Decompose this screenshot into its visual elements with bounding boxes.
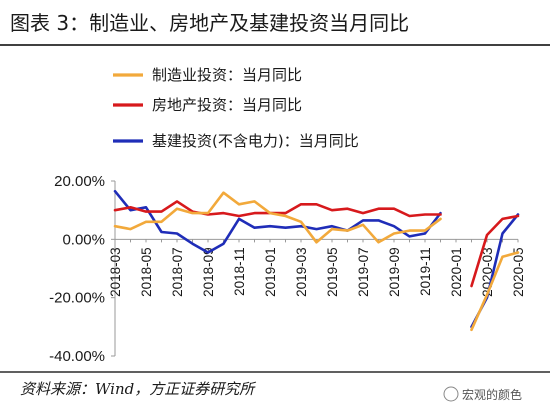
- x-tick-label: 2019-03: [294, 247, 309, 297]
- x-tick-label: 2018-05: [139, 247, 154, 297]
- x-tick-label: 2019-01: [263, 247, 278, 297]
- source-note: 资料来源：Wind，方正证券研究所: [20, 380, 256, 398]
- legend-item: 制造业投资：当月同比: [113, 66, 302, 84]
- series-real-estate-line: [113, 200, 520, 288]
- y-tick-label: 20.00%: [54, 173, 105, 190]
- legend-label: 基建投资(不含电力)：当月同比: [152, 132, 359, 150]
- legend-label: 制造业投资：当月同比: [152, 66, 302, 84]
- x-tick-label: 2019-05: [325, 247, 340, 297]
- chart-title: 图表 3：制造业、房地产及基建投资当月同比: [10, 11, 409, 35]
- x-tick-label: 2019-11: [418, 247, 433, 296]
- x-tick-label: 2020-05: [511, 247, 526, 297]
- series-manufacturing-line: [113, 191, 520, 332]
- x-tick-label: 2019-07: [356, 247, 371, 297]
- watermark: 宏观的颜色: [443, 386, 522, 402]
- x-tick-label: 2018-09: [201, 247, 216, 297]
- legend-item: 基建投资(不含电力)：当月同比: [113, 132, 359, 150]
- chat-bubble-icon: [443, 386, 459, 402]
- legend-item: 房地产投资：当月同比: [113, 96, 302, 114]
- x-tick-label: 2020-01: [449, 247, 464, 297]
- legend-label: 房地产投资：当月同比: [152, 96, 302, 114]
- x-tick-label: 2018-07: [170, 247, 185, 297]
- x-tick-label: 2019-09: [387, 247, 402, 297]
- y-tick-label: 0.00%: [62, 231, 105, 248]
- y-tick-label: -40.00%: [49, 348, 105, 365]
- x-tick-label: 2018-03: [108, 247, 123, 297]
- watermark-text: 宏观的颜色: [462, 387, 522, 402]
- x-tick-label: 2018-11: [232, 247, 247, 296]
- y-tick-label: -20.00%: [49, 290, 105, 307]
- plot-area: 20.00% 0.00% -20.00% -40.00% 2018-03 2018-05 2…: [49, 173, 526, 365]
